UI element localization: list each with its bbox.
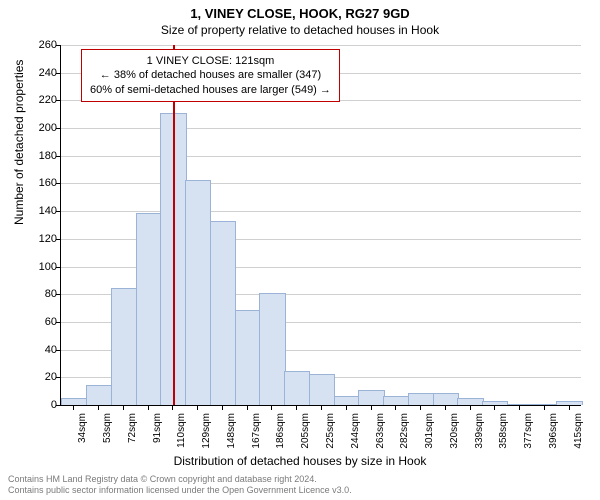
annotation-line: 1 VINEY CLOSE: 121sqm [90,54,331,68]
x-tick-mark [247,405,248,410]
histogram-bar [532,404,558,405]
y-tick-label: 60 [27,316,57,328]
histogram-bar [284,371,310,405]
x-tick-label: 320sqm [449,413,460,449]
x-tick-label: 244sqm [350,413,361,449]
x-tick-mark [371,405,372,410]
histogram-bar [309,374,335,405]
y-tick-label: 260 [27,39,57,51]
page-subtitle: Size of property relative to detached ho… [0,21,600,41]
x-tick-label: 358sqm [498,413,509,449]
histogram-bar [556,401,582,405]
footer-line1: Contains HM Land Registry data © Crown c… [8,474,352,485]
histogram-bar [210,221,236,405]
annotation-line: ← 38% of detached houses are smaller (34… [90,68,331,82]
footer-line2: Contains public sector information licen… [8,485,352,496]
x-tick-mark [420,405,421,410]
y-tick-label: 140 [27,205,57,217]
histogram-bar [457,398,483,405]
x-tick-label: 225sqm [325,413,336,449]
histogram-bar [433,393,459,405]
x-tick-label: 282sqm [399,413,410,449]
x-tick-label: 263sqm [375,413,386,449]
x-tick-mark [569,405,570,410]
grid-line [61,156,581,157]
grid-line [61,45,581,46]
chart-container: 02040608010012014016018020022024026034sq… [60,45,580,405]
annotation-line: 60% of semi-detached houses are larger (… [90,83,331,97]
x-tick-label: 91sqm [152,413,163,443]
grid-line [61,183,581,184]
x-tick-mark [148,405,149,410]
x-tick-mark [544,405,545,410]
histogram-bar [235,310,261,405]
x-tick-label: 129sqm [201,413,212,449]
x-tick-label: 205sqm [300,413,311,449]
x-tick-mark [296,405,297,410]
x-tick-mark [271,405,272,410]
y-tick-label: 100 [27,261,57,273]
y-tick-label: 200 [27,122,57,134]
x-axis-label: Distribution of detached houses by size … [0,454,600,468]
x-tick-label: 110sqm [176,413,187,448]
y-tick-label: 220 [27,94,57,106]
y-tick-label: 120 [27,233,57,245]
x-tick-label: 167sqm [251,413,262,449]
grid-line [61,128,581,129]
y-tick-label: 180 [27,150,57,162]
y-tick-label: 160 [27,177,57,189]
x-tick-label: 148sqm [226,413,237,449]
x-tick-mark [470,405,471,410]
x-tick-label: 377sqm [523,413,534,449]
x-tick-mark [395,405,396,410]
x-tick-mark [98,405,99,410]
y-tick-label: 40 [27,344,57,356]
footer: Contains HM Land Registry data © Crown c… [8,474,352,497]
x-tick-mark [445,405,446,410]
x-tick-label: 415sqm [573,413,584,449]
x-tick-mark [123,405,124,410]
x-tick-mark [197,405,198,410]
x-tick-label: 396sqm [548,413,559,449]
x-tick-mark [519,405,520,410]
page-title: 1, VINEY CLOSE, HOOK, RG27 9GD [0,0,600,21]
histogram-bar [136,213,162,405]
histogram-bar [408,393,434,405]
histogram-bar [358,390,384,405]
x-tick-label: 72sqm [127,413,138,443]
histogram-bar [185,180,211,405]
histogram-bar [259,293,285,405]
x-tick-label: 301sqm [424,413,435,449]
x-tick-mark [73,405,74,410]
y-tick-label: 20 [27,371,57,383]
annotation-box: 1 VINEY CLOSE: 121sqm← 38% of detached h… [81,49,340,102]
x-tick-label: 186sqm [275,413,286,449]
x-tick-label: 53sqm [102,413,113,443]
x-tick-mark [494,405,495,410]
x-tick-mark [222,405,223,410]
y-tick-label: 80 [27,288,57,300]
histogram-bar [383,396,409,405]
histogram-bar [334,396,360,405]
y-tick-label: 240 [27,67,57,79]
x-tick-mark [172,405,173,410]
x-tick-mark [346,405,347,410]
y-axis-label: Number of detached properties [12,60,26,225]
histogram-bar [86,385,112,405]
x-tick-label: 339sqm [474,413,485,449]
x-tick-label: 34sqm [77,413,88,443]
y-tick-label: 0 [27,399,57,411]
x-tick-mark [321,405,322,410]
plot-area: 02040608010012014016018020022024026034sq… [60,45,581,406]
histogram-bar [111,288,137,405]
